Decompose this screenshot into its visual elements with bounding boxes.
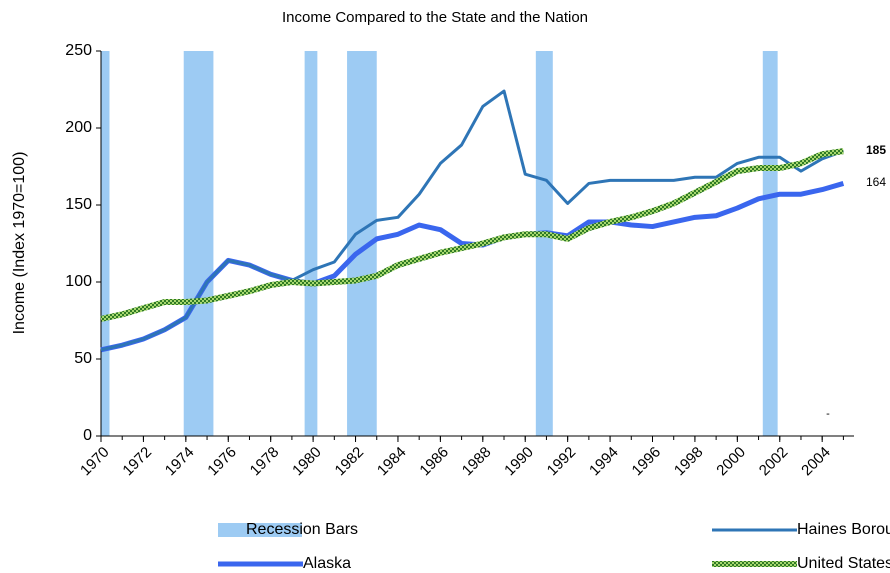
chart-title: Income Compared to the State and the Nat… (282, 9, 588, 26)
y-tick-label: 200 (65, 119, 92, 136)
x-tick-label: 1976 (204, 444, 240, 480)
x-tick-label: 1992 (544, 444, 580, 480)
x-tick-label: 2004 (798, 444, 834, 480)
legend-label: United States (797, 555, 890, 572)
x-tick-label: 1980 (289, 444, 325, 480)
end-label: 185 (866, 143, 886, 157)
y-tick-label: 250 (65, 42, 92, 59)
y-axis-label: Income (Index 1970=100) (11, 152, 28, 335)
x-tick-label: 1972 (119, 444, 155, 480)
y-tick-label: 150 (65, 196, 92, 213)
x-tick-label: 1978 (247, 444, 283, 480)
recession-bar (762, 51, 778, 436)
y-tick-label: 100 (65, 273, 92, 290)
x-tick-label: 1998 (671, 444, 707, 480)
x-tick-label: 1988 (459, 444, 495, 480)
x-tick-label: 2002 (756, 444, 792, 480)
legend-swatch (218, 523, 302, 537)
series-line (100, 89, 844, 352)
x-tick-label: 1990 (501, 444, 537, 480)
x-tick-label: 1986 (416, 444, 452, 480)
x-tick-label: 1982 (332, 444, 368, 480)
legend-label: Haines Borough, Alaska (797, 521, 890, 538)
recession-bar (304, 51, 318, 436)
y-tick-label: 0 (83, 427, 92, 444)
x-tick-label: 1974 (162, 444, 198, 480)
x-tick-label: 1970 (77, 444, 113, 480)
y-tick-label: 50 (74, 350, 92, 367)
annotation: - (826, 408, 830, 420)
recession-bar (535, 51, 553, 436)
recession-bar (183, 51, 214, 436)
legend-label: Recession Bars (246, 521, 358, 538)
x-tick-label: 1984 (374, 444, 410, 480)
x-tick-label: 1994 (586, 444, 622, 480)
recession-bar (101, 51, 110, 436)
x-tick-label: 2000 (713, 444, 749, 480)
legend-label: Alaska (303, 555, 351, 572)
end-label: 164 (866, 175, 886, 189)
series-line (100, 148, 844, 322)
x-tick-label: 1996 (629, 444, 665, 480)
